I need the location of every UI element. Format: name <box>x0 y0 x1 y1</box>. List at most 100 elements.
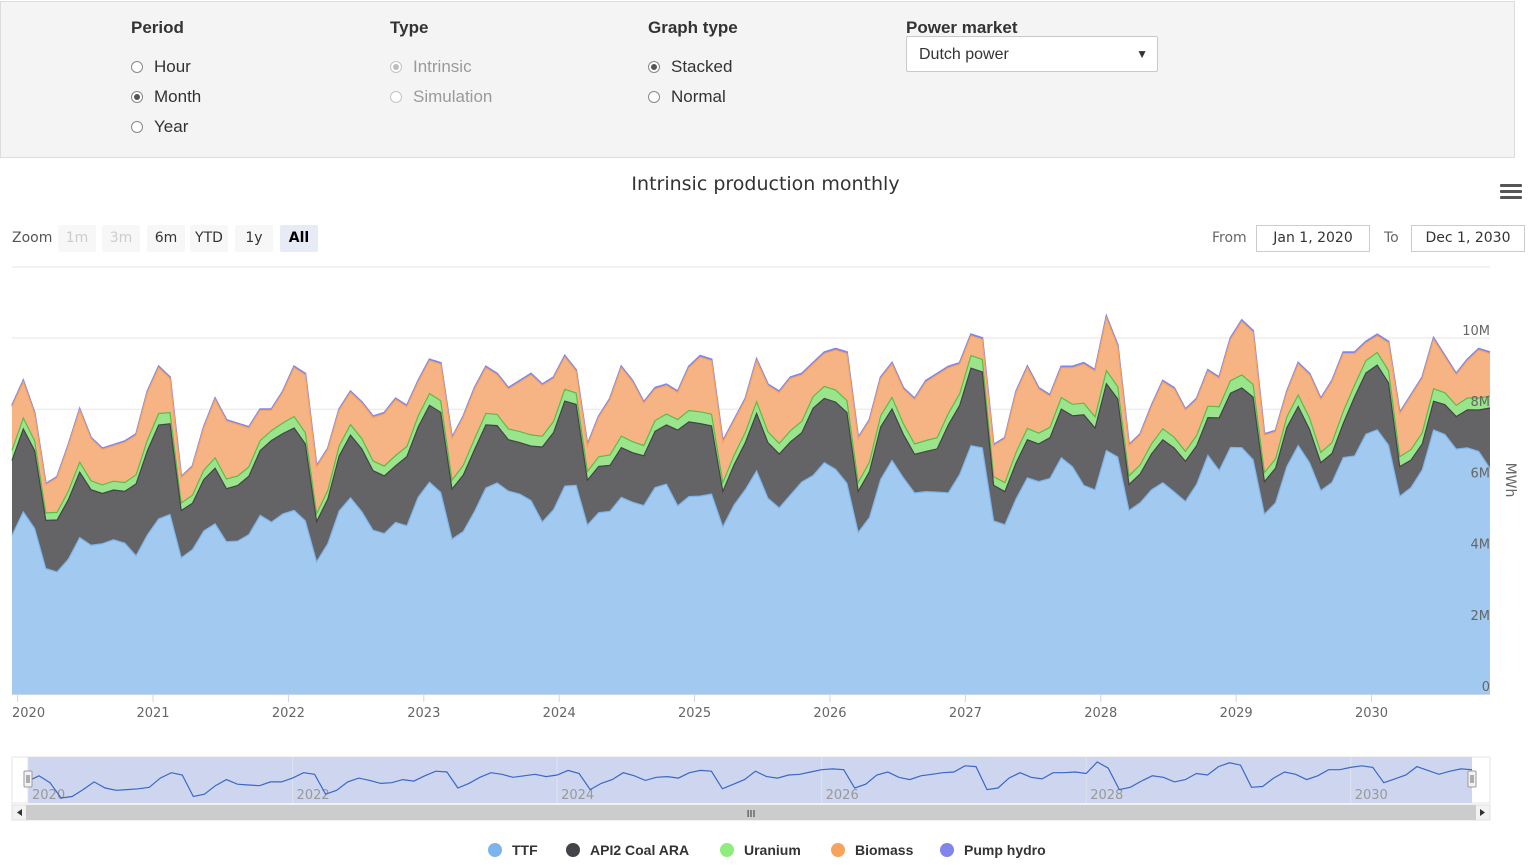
graph-type-group: Graph type Stacked Normal <box>648 18 738 112</box>
zoom-1m-button: 1m <box>58 225 96 252</box>
x-tick-label: 2020 <box>12 706 45 721</box>
scroll-left-arrow-icon[interactable] <box>17 809 22 816</box>
chart-title: Intrinsic production monthly <box>631 173 900 195</box>
legend-dot <box>720 843 734 857</box>
navigator-tick-label: 2028 <box>1090 788 1123 803</box>
legend-label: Pump hydro <box>964 842 1046 858</box>
type-group: Type Intrinsic Simulation <box>390 18 492 112</box>
period-option-year[interactable]: Year <box>131 112 201 142</box>
series-area-api2-coal-ara <box>12 365 1490 572</box>
period-title: Period <box>131 18 184 37</box>
navigator-tick-label: 2030 <box>1355 788 1388 803</box>
radio-stacked[interactable] <box>648 61 660 73</box>
navigator-tick-label: 2024 <box>561 788 594 803</box>
period-option-hour[interactable]: Hour <box>131 52 201 82</box>
series-line-biomass <box>11 316 1491 486</box>
period-option-label: Hour <box>154 57 191 76</box>
legend-dot <box>566 843 580 857</box>
x-tick-label: 2023 <box>407 706 440 721</box>
to-date-input[interactable]: Dec 1, 2030 <box>1411 225 1525 252</box>
legend: TTF API2 Coal ARA Uranium Biomass Pump h… <box>0 838 1531 862</box>
x-tick-label: 2024 <box>543 706 576 721</box>
y-tick-label: 10M <box>1462 324 1490 339</box>
legend-dot <box>940 843 954 857</box>
scrollbar-thumb[interactable] <box>26 805 1476 820</box>
x-tick-label: 2028 <box>1084 706 1117 721</box>
navigator-left-handle[interactable] <box>23 770 33 788</box>
graph-type-option-label: Stacked <box>671 57 733 76</box>
scroll-right-arrow-icon[interactable] <box>1480 809 1485 816</box>
legend-label: TTF <box>512 842 538 858</box>
legend-item-pump-hydro[interactable]: Pump hydro <box>940 838 1046 862</box>
chart-series-areas <box>11 313 1491 695</box>
power-market-value: Dutch power <box>919 46 1009 63</box>
type-option-label: Intrinsic <box>413 57 472 76</box>
type-option-simulation: Simulation <box>390 82 492 112</box>
zoom-ytd-button[interactable]: YTD <box>190 225 228 252</box>
period-option-label: Month <box>154 87 202 106</box>
y-tick-label: 6M <box>1471 466 1491 481</box>
y-axis-title: MWh <box>1502 463 1518 498</box>
legend-dot <box>488 843 502 857</box>
hamburger-menu-icon[interactable] <box>1500 184 1522 200</box>
graph-type-option-normal[interactable]: Normal <box>648 82 738 112</box>
legend-item-ttf[interactable]: TTF <box>488 838 538 862</box>
y-axis: 0 2M 4M 6M 8M 10M <box>1462 324 1490 695</box>
graph-type-option-label: Normal <box>671 87 726 106</box>
navigator-right-handle[interactable] <box>1467 770 1477 788</box>
y-tick-label: 8M <box>1471 395 1491 410</box>
navigator-tick-label: 2022 <box>297 788 330 803</box>
period-option-label: Year <box>154 117 189 136</box>
legend-item-api2-coal-ara[interactable]: API2 Coal ARA <box>566 838 689 862</box>
y-tick-label: 0 <box>1482 680 1490 695</box>
power-market-select[interactable]: Dutch power ▼ <box>906 36 1158 72</box>
power-market-title: Power market <box>906 18 1018 37</box>
to-label: To <box>1384 230 1399 246</box>
x-tick-label: 2022 <box>272 706 305 721</box>
x-tick-label: 2029 <box>1220 706 1253 721</box>
navigator[interactable]: 2020 2022 2024 2026 2028 2030 III <box>11 756 1491 821</box>
zoom-6m-button[interactable]: 6m <box>147 225 185 252</box>
type-option-label: Simulation <box>413 87 493 106</box>
zoom-3m-button: 3m <box>102 225 140 252</box>
legend-label: Biomass <box>855 842 914 858</box>
x-tick-label: 2026 <box>813 706 846 721</box>
series-line-api2-coal-ara <box>11 364 1491 524</box>
radio-hour[interactable] <box>131 61 143 73</box>
radio-intrinsic <box>390 61 402 73</box>
from-date-input[interactable]: Jan 1, 2020 <box>1256 225 1370 252</box>
zoom-all-button[interactable]: All <box>280 225 318 252</box>
zoom-1y-button[interactable]: 1y <box>235 225 273 252</box>
dropdown-arrow-icon: ▼ <box>1136 47 1148 61</box>
legend-label: Uranium <box>744 842 801 858</box>
period-option-month[interactable]: Month <box>131 82 201 112</box>
type-title: Type <box>390 18 429 37</box>
navigator-selected-range[interactable] <box>28 757 1472 803</box>
navigator-tick-label: 2026 <box>826 788 859 803</box>
navigator-tick-label: 2020 <box>32 788 65 803</box>
x-tick-label: 2030 <box>1355 706 1388 721</box>
series-line-uranium <box>11 351 1491 516</box>
power-market-group: Power market <box>906 18 1018 52</box>
x-tick-label: 2027 <box>949 706 982 721</box>
y-tick-label: 4M <box>1471 538 1491 553</box>
from-label: From <box>1212 230 1247 246</box>
legend-label: API2 Coal ARA <box>590 842 690 858</box>
x-tick-label: 2025 <box>678 706 711 721</box>
series-area-ttf <box>12 429 1490 694</box>
legend-item-biomass[interactable]: Biomass <box>831 838 913 862</box>
radio-month[interactable] <box>131 91 143 103</box>
legend-item-uranium[interactable]: Uranium <box>720 838 801 862</box>
navigator-series-line <box>27 761 1473 799</box>
y-tick-label: 2M <box>1471 609 1491 624</box>
x-axis: 2020 2021 2022 2023 2024 2025 2026 2027 2028 2029… <box>12 694 1388 721</box>
zoom-label: Zoom <box>12 230 53 246</box>
controls-panel: Period Hour Month Year Type Intrinsic Si… <box>0 1 1515 158</box>
period-group: Period Hour Month Year <box>131 18 201 142</box>
radio-year[interactable] <box>131 121 143 133</box>
scrollbar-grip-icon: III <box>747 809 756 820</box>
graph-type-option-stacked[interactable]: Stacked <box>648 52 738 82</box>
legend-dot <box>831 843 845 857</box>
radio-normal[interactable] <box>648 91 660 103</box>
